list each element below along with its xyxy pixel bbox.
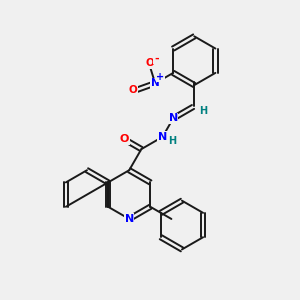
Text: O: O (129, 85, 137, 95)
Text: N: N (124, 214, 134, 224)
Text: H: H (168, 136, 176, 146)
Text: O: O (120, 134, 129, 144)
Text: H: H (199, 106, 207, 116)
Text: N: N (151, 78, 160, 88)
Text: -: - (154, 53, 159, 63)
Text: N: N (169, 113, 178, 123)
Text: N: N (158, 132, 167, 142)
Text: +: + (157, 72, 165, 82)
Text: O: O (146, 58, 154, 68)
